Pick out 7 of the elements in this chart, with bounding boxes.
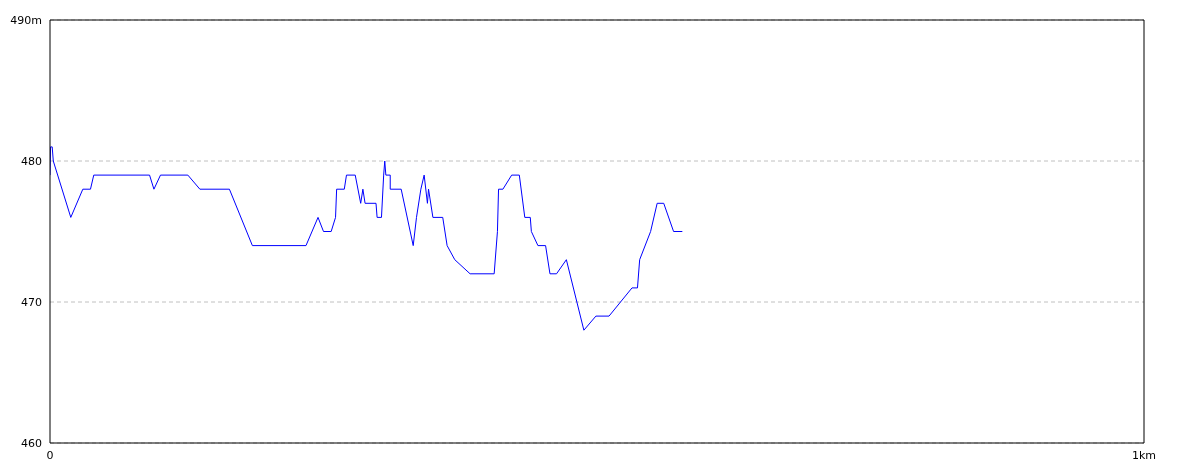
- line-series: [50, 146, 683, 331]
- y-tick-label: 490m: [10, 13, 42, 27]
- x-tick-label: 1km: [1131, 448, 1157, 462]
- y-tick-label: 470: [21, 295, 42, 309]
- y-tick-label: 460: [21, 436, 42, 450]
- x-tick-label: 0: [46, 448, 54, 462]
- y-tick-label: 480: [21, 154, 42, 168]
